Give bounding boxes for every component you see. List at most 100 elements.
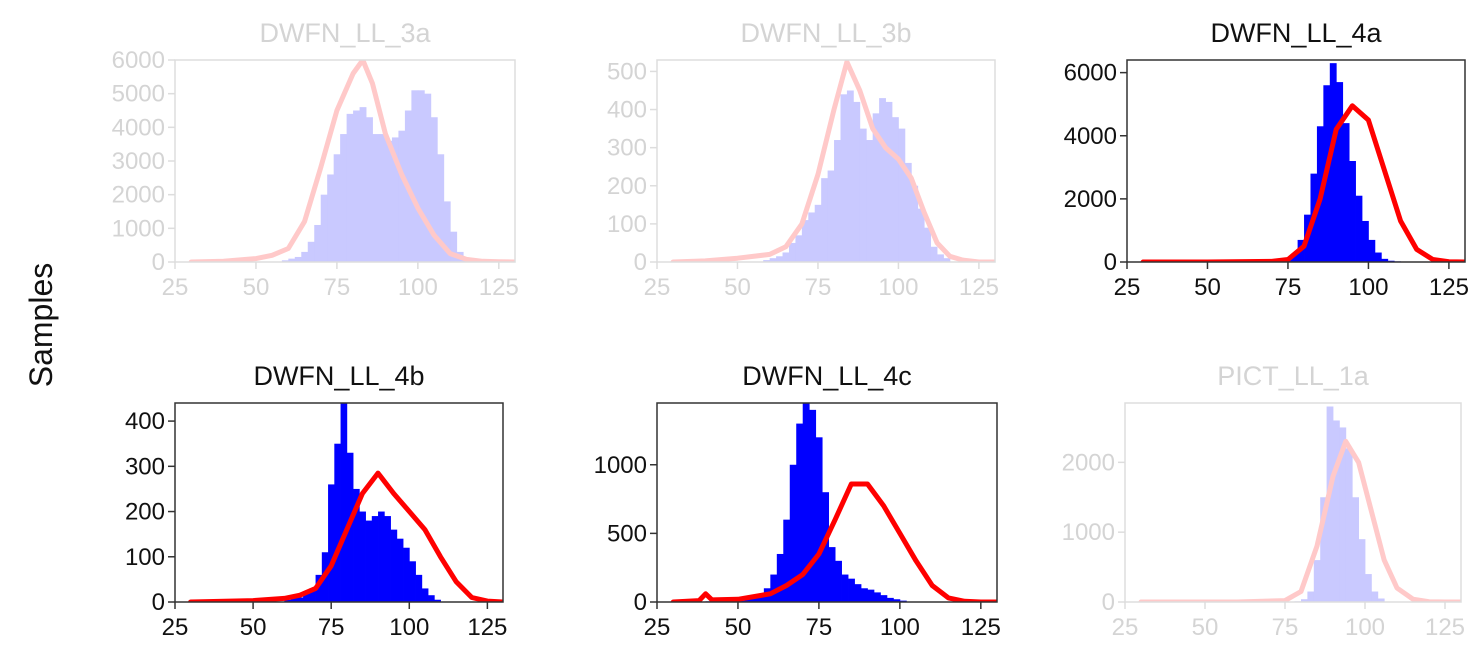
fit-curve (188, 60, 515, 262)
x-tick-label: 25 (1112, 614, 1139, 641)
histogram-bar (365, 520, 373, 602)
histogram-bar (315, 574, 323, 602)
histogram-bar (861, 588, 868, 602)
histogram-bar (757, 595, 765, 602)
y-tick-label: 400 (607, 97, 647, 124)
histogram-bar (885, 101, 893, 262)
histogram-bar (782, 252, 790, 262)
histogram-bar (1365, 574, 1372, 602)
histogram-bar (763, 260, 771, 262)
histogram-bar (334, 443, 341, 602)
x-tick-label: 100 (1348, 274, 1388, 301)
histogram-bar (835, 560, 842, 602)
histogram-bar (943, 258, 951, 262)
y-tick-label: 0 (634, 249, 647, 276)
x-tick-label: 100 (1345, 614, 1385, 641)
histogram-bar (1368, 239, 1376, 262)
fit-curve (188, 470, 503, 602)
histogram-bar (288, 258, 296, 262)
histogram-bar (821, 178, 829, 262)
x-tick-label: 100 (880, 614, 920, 641)
y-tick-label: 2000 (1064, 186, 1117, 213)
histogram-bar (307, 241, 315, 262)
histogram-bar (776, 553, 784, 602)
histogram-bar (770, 574, 778, 602)
histogram-bar (924, 227, 932, 262)
y-tick-label: 6000 (112, 47, 165, 74)
x-tick-label: 25 (1114, 274, 1141, 301)
histogram-bar (290, 597, 298, 602)
histogram-bar (1355, 195, 1363, 262)
histogram-bar (796, 423, 804, 602)
x-tick-label: 75 (806, 614, 833, 641)
panel-4: 25 50 75 100 125 0 100 200 300 400 DWFN_LL_4b (125, 361, 507, 641)
histogram-bar (398, 130, 406, 262)
histogram-bar (301, 251, 309, 262)
histogram-bar (866, 140, 874, 262)
panel-title: DWFN_LL_3a (259, 18, 431, 48)
histogram-bar (314, 224, 322, 262)
histogram-bar (1342, 123, 1350, 262)
y-tick-label: 1000 (1062, 519, 1115, 546)
histogram-bars (1294, 406, 1385, 602)
y-tick-label: 0 (152, 589, 165, 616)
panel-5: 25 50 75 100 125 0 500 1000 DWFN_LL_4c (594, 361, 1001, 641)
histogram-bar (328, 484, 335, 602)
histogram-bar (788, 242, 796, 262)
histogram-bar (854, 584, 862, 602)
histogram-bar (880, 595, 888, 602)
histogram-bar (1339, 427, 1347, 602)
histogram-bar (937, 254, 944, 262)
histogram-bar (891, 117, 899, 262)
fit-curve (1140, 103, 1465, 262)
histogram-bar (327, 174, 335, 262)
histogram-bar (391, 137, 399, 262)
y-tick-label: 1000 (112, 215, 165, 242)
panel-2: 25 50 75 100 125 0 100 200 300 400 500 DWFN_LL_3b (607, 18, 999, 301)
x-tick-label: 125 (479, 274, 519, 301)
histogram-bar (281, 260, 289, 262)
histogram-bar (1374, 252, 1382, 262)
histogram-bar (815, 437, 823, 602)
x-tick-label: 125 (467, 614, 507, 641)
histogram-bar (1329, 63, 1337, 262)
x-tick-label: 75 (318, 614, 345, 641)
histogram-bar (828, 547, 836, 602)
y-tick-label: 2000 (1062, 449, 1115, 476)
y-tick-label: 300 (125, 453, 165, 480)
panel-frame (174, 402, 504, 603)
histogram-bar (379, 134, 386, 262)
histogram-bar (409, 561, 416, 602)
histogram-bar (428, 595, 435, 602)
histogram-bar (346, 113, 354, 262)
histogram-bar (783, 519, 791, 602)
x-tick-label: 50 (240, 614, 267, 641)
histogram-bar (372, 134, 380, 262)
histogram-bar (396, 538, 404, 602)
histogram-bar (384, 516, 391, 602)
panel-6: 25 50 75 100 125 0 1000 2000 PICT_LL_1a (1062, 361, 1465, 641)
y-tick-label: 500 (607, 58, 647, 85)
histogram-bar (1349, 161, 1356, 262)
y-tick-label: 4000 (1064, 123, 1117, 150)
y-tick-label: 2000 (112, 182, 165, 209)
histogram-bar (390, 529, 398, 602)
histogram-bar (437, 154, 445, 262)
fit-curve (670, 481, 997, 602)
histogram-bar (309, 588, 316, 602)
y-tick-label: 300 (607, 135, 647, 162)
histogram-bar (1333, 420, 1340, 602)
histogram-bar (911, 185, 919, 262)
x-tick-label: 25 (162, 614, 189, 641)
x-tick-label: 25 (644, 614, 671, 641)
histogram-bars (284, 403, 441, 602)
x-tick-label: 75 (1272, 614, 1299, 641)
y-tick-label: 0 (1104, 249, 1117, 276)
y-tick-label: 400 (125, 408, 165, 435)
x-tick-label: 50 (724, 274, 751, 301)
histogram-bar (789, 464, 797, 602)
histogram-bar (1377, 598, 1385, 602)
histogram-bar (814, 204, 822, 262)
histogram-bar (904, 162, 912, 262)
histogram-bar (873, 592, 881, 602)
